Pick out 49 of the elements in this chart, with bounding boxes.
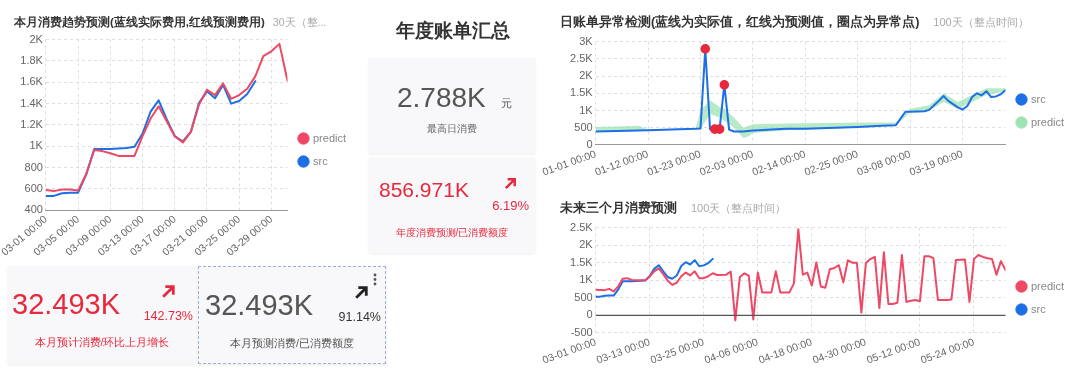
text: 最高日消费 xyxy=(426,122,478,136)
y-tick-label: 500 xyxy=(574,120,593,133)
text: 2.788K xyxy=(397,82,486,114)
y-tick-label: 500 xyxy=(574,290,593,303)
y-tick-label: 1.5K xyxy=(570,255,594,268)
y-tick-label: 2.5K xyxy=(570,51,594,64)
legend-label: src xyxy=(312,154,329,167)
chart-title: 本月消费趋势预测(蓝线实际费用,红线预测费用) xyxy=(14,16,265,28)
legend-label: predict xyxy=(1030,279,1065,292)
y-tick-label: 1.6K xyxy=(20,75,44,88)
y-tick-label: 1.2K xyxy=(20,117,44,130)
text: 32.493K xyxy=(205,289,314,322)
text: 142.73% xyxy=(143,309,193,323)
text: 856.971K xyxy=(379,178,469,202)
y-tick-label: 0 xyxy=(586,308,593,321)
text: 本月预测消费/已消费额度 xyxy=(229,337,355,351)
y-tick-label: 1K xyxy=(579,273,594,286)
chart-subtitle: 100天（整点时间） xyxy=(691,202,787,214)
y-tick-label: 2K xyxy=(579,238,594,251)
legend-label: predict xyxy=(1030,115,1065,128)
y-tick-label: 400 xyxy=(24,203,43,216)
y-tick-label: 0 xyxy=(586,138,593,151)
text: 91.14% xyxy=(338,310,381,324)
legend-label: predict xyxy=(312,131,347,144)
point xyxy=(719,80,730,90)
chart-title: 日账单异常检测(蓝线为实际值，红线为预测值，圈点为异常点) xyxy=(560,15,920,29)
text: 6.19% xyxy=(492,198,529,213)
text: 本月预计消费/环比上月增长 xyxy=(33,336,171,350)
y-tick-label: 1.8K xyxy=(20,53,44,66)
y-tick-label: 1K xyxy=(29,139,44,152)
text: 年度账单汇总 xyxy=(394,19,511,43)
chart-title: 未来三个月消费预测 xyxy=(560,201,677,215)
legend-label: src xyxy=(1030,302,1047,315)
y-tick-label: 800 xyxy=(24,160,43,173)
y-tick-label: 1K xyxy=(579,103,594,116)
text: 32.493K xyxy=(12,288,121,321)
y-tick-label: 2K xyxy=(579,69,594,82)
text: 元 xyxy=(501,96,512,111)
chart-subtitle: 30天（整... xyxy=(272,16,327,28)
point xyxy=(700,44,711,54)
y-tick-label: 1.4K xyxy=(20,96,44,109)
y-tick-label: 2K xyxy=(29,32,44,45)
legend-label: src xyxy=(1030,92,1047,105)
text: 年度消费预测/已消费额度 xyxy=(394,226,510,240)
y-tick-label: 1.5K xyxy=(570,86,594,99)
y-tick-label: 600 xyxy=(24,182,43,195)
y-tick-label: 2.5K xyxy=(570,220,594,233)
y-tick-label: 3K xyxy=(579,34,594,47)
chart-subtitle: 100天（整点时间） xyxy=(933,16,1029,28)
